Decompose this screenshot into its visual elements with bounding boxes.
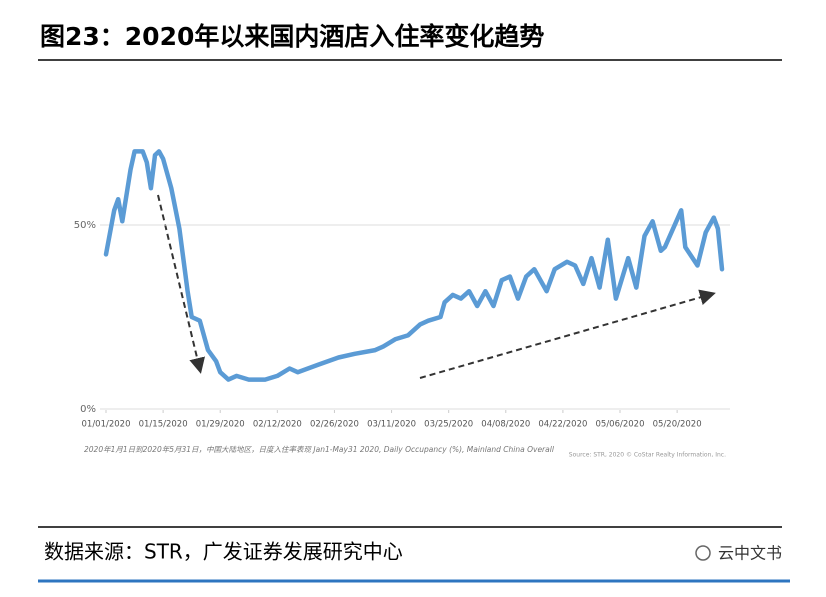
x-tick-label: 03/11/2020 xyxy=(367,420,416,430)
y-tick-label: 50% xyxy=(74,220,96,231)
watermark-text: 云中文书 xyxy=(718,544,782,563)
plot: 0% 50% 01/01/2020 01/15/2020 01/29/2020 02/12… xyxy=(74,149,730,430)
chart-note: 2020年1月1日到2020年5月31日，中国大陆地区，日度入住率表现 Jan1… xyxy=(84,445,555,454)
x-tick-label: 01/29/2020 xyxy=(196,420,245,430)
x-tick-label: 02/26/2020 xyxy=(310,420,359,430)
x-tick-label: 03/25/2020 xyxy=(424,420,473,430)
chart-credit: Source: STR, 2020 © CoStar Realty Inform… xyxy=(569,452,726,459)
x-tick-label: 05/06/2020 xyxy=(596,420,645,430)
series-line xyxy=(103,149,725,382)
figure-title: 图23：2020年以来国内酒店入住率变化趋势 xyxy=(40,22,544,51)
x-tick-label: 01/15/2020 xyxy=(139,420,188,430)
x-tick-label: 01/01/2020 xyxy=(82,420,131,430)
x-tick-label: 04/08/2020 xyxy=(481,420,530,430)
y-tick-label: 0% xyxy=(80,404,96,415)
watermark-icon xyxy=(695,545,711,561)
x-tick-label: 02/12/2020 xyxy=(253,420,302,430)
source-text: 数据来源：STR，广发证券发展研究中心 xyxy=(44,540,403,564)
x-tick-label: 05/20/2020 xyxy=(653,420,702,430)
x-tick-label: 04/22/2020 xyxy=(538,420,587,430)
trend-arrow xyxy=(419,289,716,379)
